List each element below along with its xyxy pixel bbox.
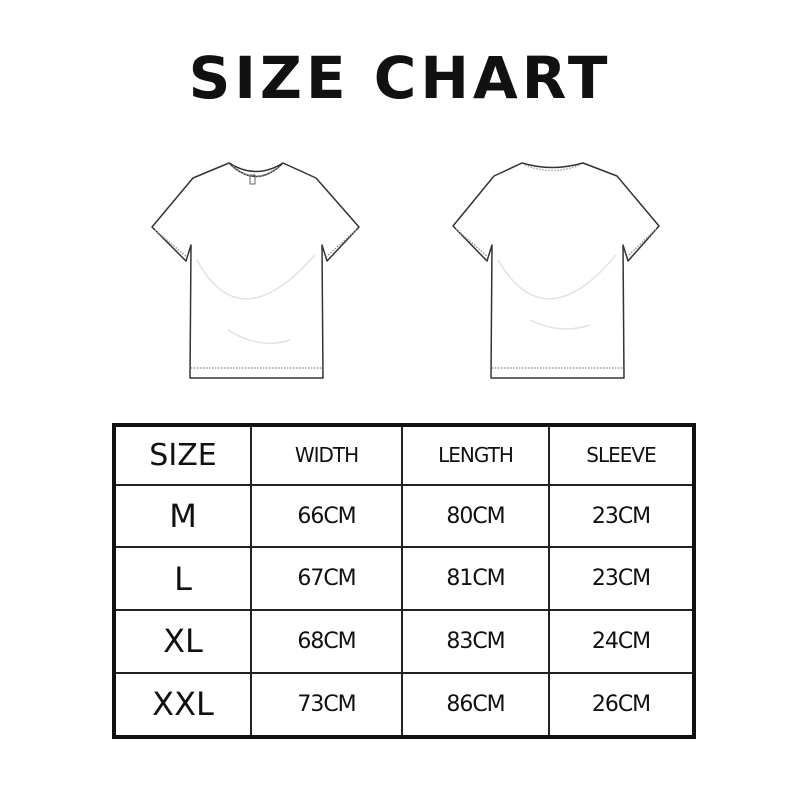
- width-cell: 67CM: [250, 546, 403, 612]
- header-length: LENGTH: [401, 424, 550, 486]
- size-cell: M: [113, 483, 252, 549]
- length-cell: 86CM: [401, 671, 550, 739]
- width-cell: 73CM: [250, 671, 403, 739]
- header-sleeve: SLEEVE: [548, 424, 695, 486]
- size-cell: L: [113, 546, 252, 612]
- width-cell: 68CM: [250, 609, 403, 674]
- t-shirt-back-icon: [452, 162, 660, 379]
- t-shirt-front-icon: [151, 162, 360, 379]
- sleeve-cell: 24CM: [548, 609, 695, 674]
- length-cell: 80CM: [401, 483, 550, 549]
- size-cell: XXL: [113, 671, 252, 739]
- shirt-illustrations: [151, 162, 660, 379]
- size-cell: XL: [113, 609, 252, 674]
- table-row: XL 68CM 83CM 24CM: [113, 609, 695, 674]
- sleeve-cell: 26CM: [548, 671, 695, 739]
- table-row: L 67CM 81CM 23CM: [113, 546, 695, 612]
- sleeve-cell: 23CM: [548, 546, 695, 612]
- sleeve-cell: 23CM: [548, 483, 695, 549]
- page-title: SIZE CHART: [188, 44, 612, 112]
- header-size: SIZE: [113, 424, 252, 486]
- length-cell: 83CM: [401, 609, 550, 674]
- length-cell: 81CM: [401, 546, 550, 612]
- header-width: WIDTH: [250, 424, 403, 486]
- width-cell: 66CM: [250, 483, 403, 549]
- table-header-row: SIZE WIDTH LENGTH SLEEVE: [113, 424, 695, 486]
- table-row: XXL 73CM 86CM 26CM: [113, 671, 695, 739]
- size-table: SIZE WIDTH LENGTH SLEEVE M 66CM 80CM 23C…: [112, 423, 696, 739]
- table-row: M 66CM 80CM 23CM: [113, 483, 695, 549]
